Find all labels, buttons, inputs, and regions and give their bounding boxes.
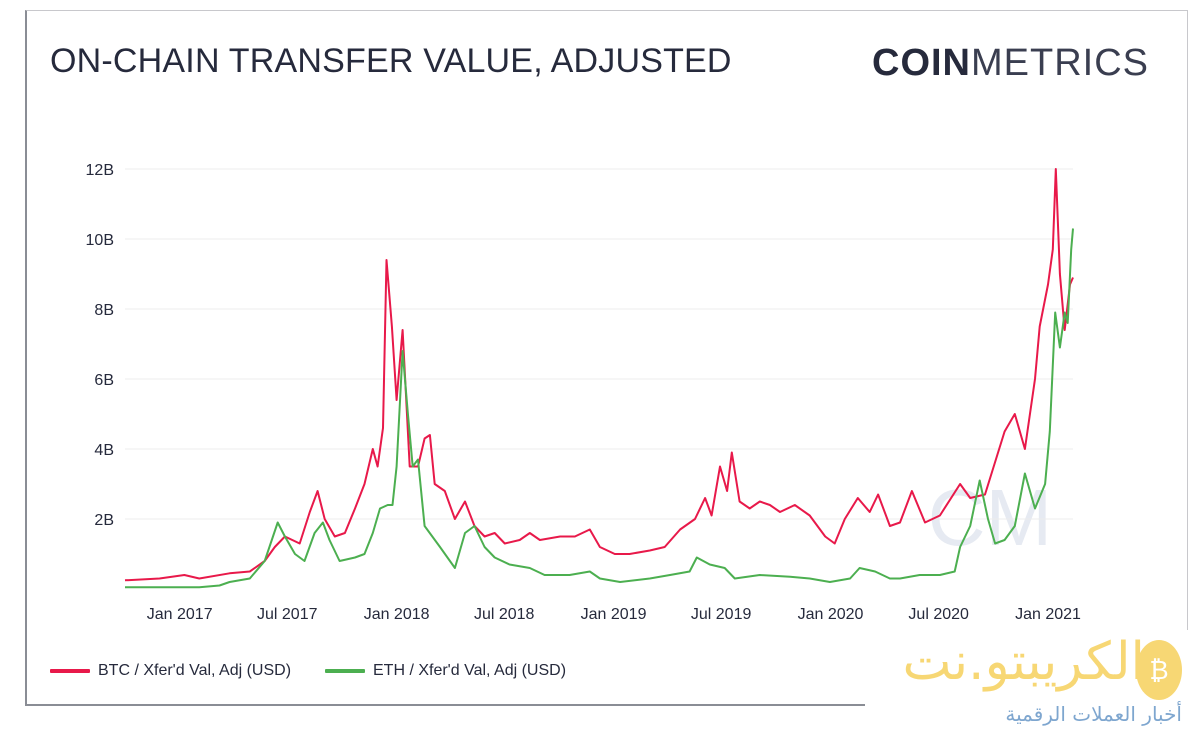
x-tick-label: Jan 2017 (147, 606, 213, 623)
legend-label-btc: BTC / Xfer'd Val, Adj (USD) (98, 662, 292, 679)
chart-title: ON-CHAIN TRANSFER VALUE, ADJUSTED (50, 42, 732, 80)
x-tick-label: Jul 2020 (908, 606, 969, 623)
btc-series-line (124, 168, 1074, 582)
legend-swatch-eth (325, 669, 365, 673)
x-tick-label: Jan 2018 (364, 606, 430, 623)
x-tick-label: Jul 2017 (257, 606, 318, 623)
cm-watermark-icon: CM (928, 473, 1052, 562)
chart-frame (25, 10, 1188, 706)
y-tick-label: 4B (94, 442, 114, 459)
bitcoin-coin-icon: ₿ (1136, 640, 1182, 700)
x-tick-label: Jan 2021 (1015, 606, 1081, 623)
y-tick-label: 2B (94, 512, 114, 529)
x-tick-label: Jan 2019 (581, 606, 647, 623)
x-tick-label: Jul 2018 (474, 606, 535, 623)
brand-bold: COIN (872, 42, 971, 84)
legend-item-btc[interactable]: BTC / Xfer'd Val, Adj (USD) (50, 662, 291, 680)
legend-label-eth: ETH / Xfer'd Val, Adj (USD) (373, 662, 567, 679)
y-tick-label: 10B (86, 232, 114, 249)
brand-light: METRICS (971, 42, 1149, 84)
legend-item-eth[interactable]: ETH / Xfer'd Val, Adj (USD) (325, 662, 566, 680)
eth-series-line (125, 228, 1074, 589)
x-tick-label: Jan 2020 (798, 606, 864, 623)
y-tick-label: 12B (86, 162, 114, 179)
x-tick-label: Jul 2019 (691, 606, 752, 623)
brand-logo: COINMETRICS (872, 42, 1149, 85)
legend-swatch-btc (50, 669, 90, 673)
y-tick-label: 8B (94, 302, 114, 319)
y-tick-label: 6B (94, 372, 114, 389)
watermark-logo: ₿ الكريبتو.نت أخبار العملات الرقمية (865, 630, 1200, 732)
watermark-tagline: أخبار العملات الرقمية (1005, 702, 1182, 726)
watermark-logo-text: الكريبتو.نت (902, 632, 1145, 692)
